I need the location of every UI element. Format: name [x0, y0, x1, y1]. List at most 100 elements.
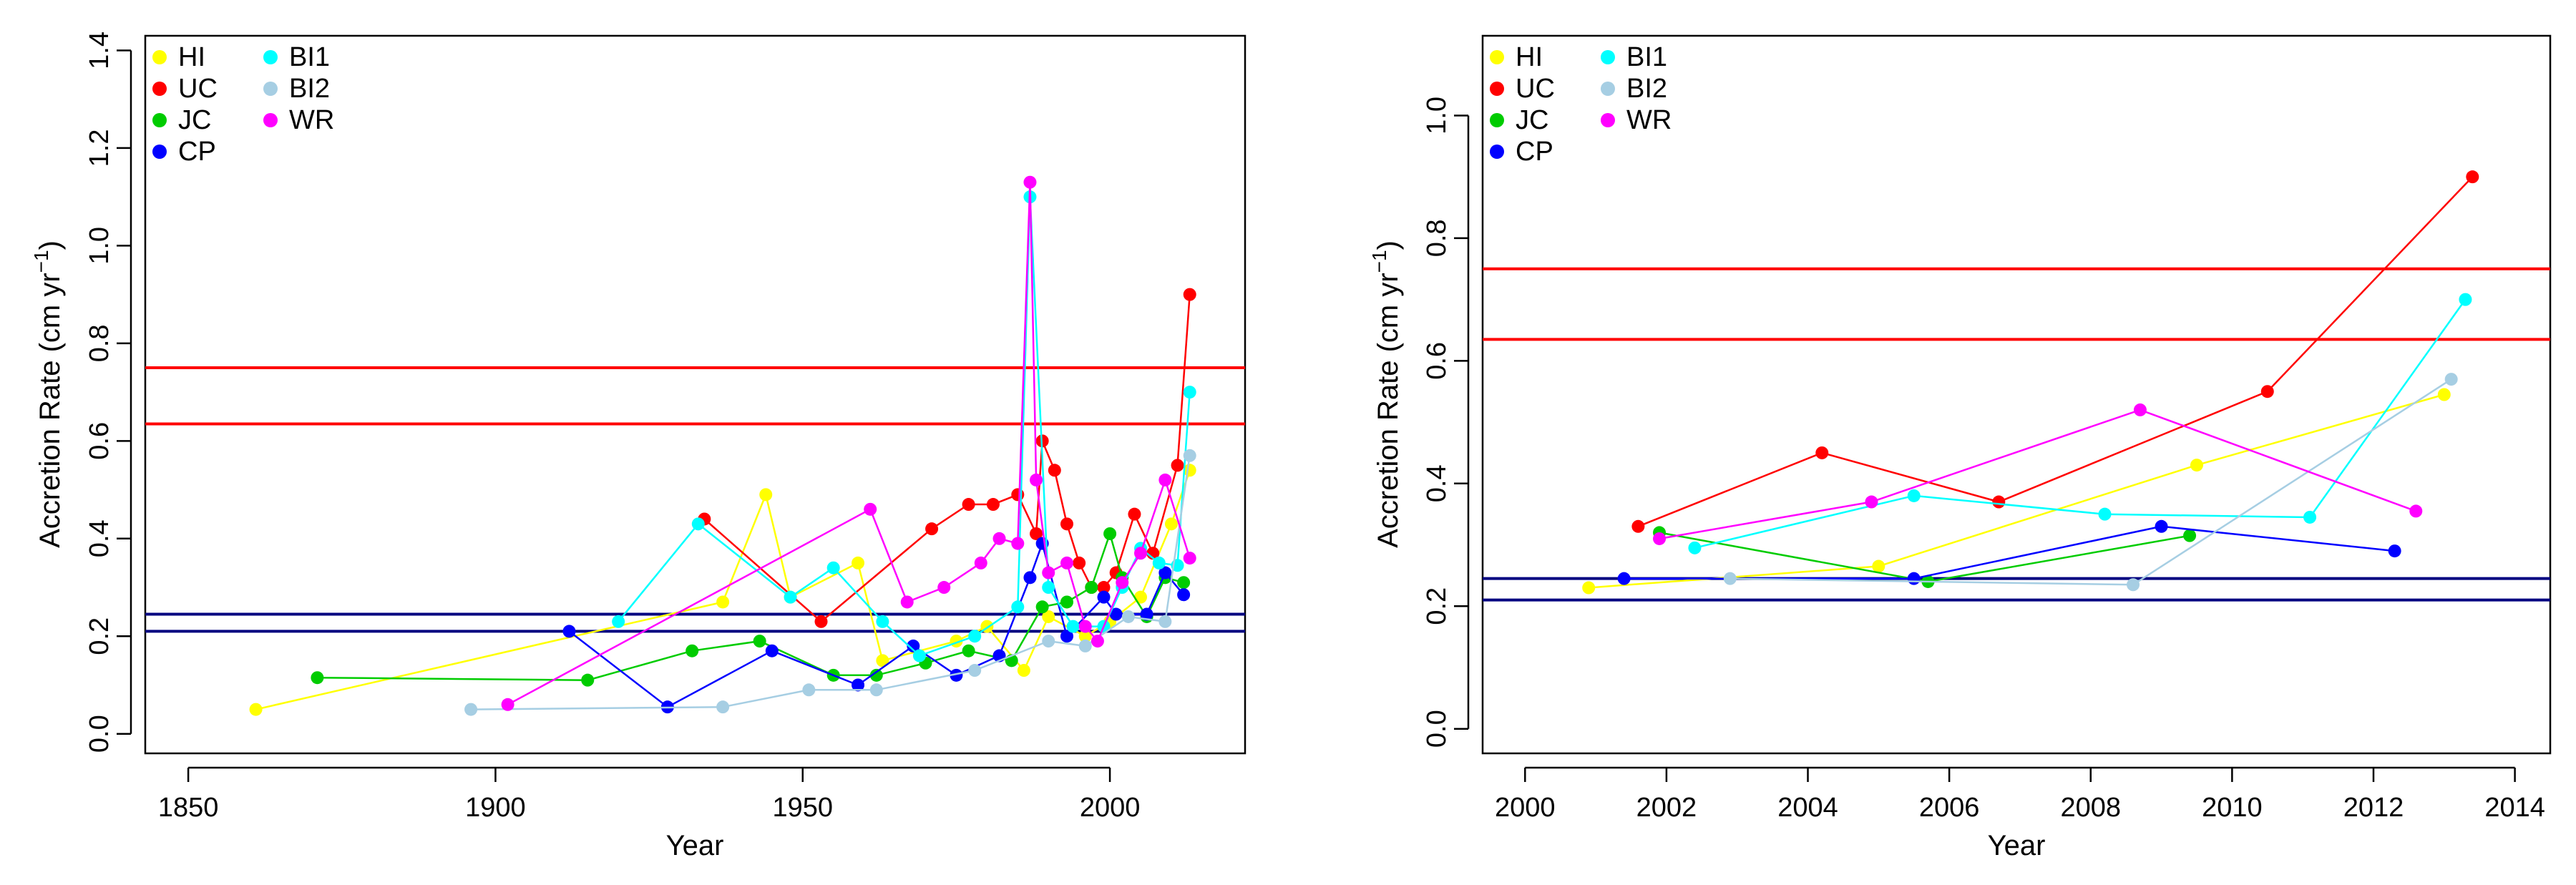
left-data-point-bi2 [716, 700, 730, 714]
right-legend-label-cp: CP [1516, 137, 1553, 167]
left-y-tick-label: 0.6 [84, 422, 114, 460]
left-data-point-jc [581, 673, 595, 687]
right-legend-item-uc: UC [1490, 74, 1555, 104]
left-data-point-wr [1023, 175, 1037, 189]
right-legend-marker-wr [1601, 113, 1615, 127]
left-data-point-bi2 [802, 683, 816, 697]
right-x-tick-label: 2010 [2202, 793, 2263, 823]
left-data-point-cp [765, 644, 779, 657]
left-data-point-wr [1183, 552, 1196, 565]
left-x-tick-label: 2000 [1080, 793, 1141, 823]
left-data-point-cp [1097, 590, 1111, 604]
left-series-bi2 [464, 449, 1196, 716]
left-data-point-hi [1134, 590, 1148, 604]
right-data-point-hi [1582, 581, 1596, 595]
left-data-point-wr [974, 556, 987, 569]
left-data-point-cp [950, 668, 963, 682]
left-data-point-bi1 [826, 561, 840, 574]
left-series-wr [501, 175, 1196, 711]
right-series [1582, 170, 2479, 595]
left-data-point-wr [1030, 473, 1043, 486]
left-data-point-bi2 [968, 664, 982, 678]
left-data-point-jc [1085, 581, 1098, 595]
right-legend-marker-hi [1490, 50, 1504, 64]
right-data-point-wr [1865, 495, 1878, 509]
left-data-point-wr [1134, 547, 1148, 560]
left-data-point-cp [562, 625, 576, 638]
left-data-point-wr [937, 581, 951, 595]
right-data-point-uc [1815, 446, 1829, 459]
right-data-point-uc [2260, 385, 2274, 399]
left-data-point-bi1 [1066, 620, 1080, 633]
right-data-point-bi1 [2303, 510, 2317, 524]
right-data-point-bi1 [1688, 541, 1702, 554]
left-data-point-wr [864, 502, 877, 516]
right-x-tick-label: 2004 [1777, 793, 1838, 823]
left-legend-item-cp: CP [152, 137, 216, 167]
right-series-line-hi [1589, 393, 2445, 589]
right-y-tick-label: 0.6 [1422, 342, 1452, 380]
left-data-point-jc [686, 644, 699, 657]
right-x-tick-label: 2014 [2484, 793, 2545, 823]
right-data-point-bi2 [2444, 373, 2458, 386]
right-legend-item-wr: WR [1601, 105, 1672, 135]
left-data-point-bi2 [1121, 610, 1135, 623]
left-data-point-cp [907, 639, 920, 652]
left-data-point-bi2 [1158, 615, 1172, 628]
left-data-point-cp [1109, 607, 1123, 621]
left-reference-lines [145, 366, 1245, 633]
left-data-point-hi [1042, 610, 1055, 623]
right-legend-marker-cp [1490, 145, 1504, 159]
left-data-point-wr [1116, 576, 1129, 590]
left-data-point-hi [1164, 517, 1178, 531]
right-legend-label-bi2: BI2 [1626, 74, 1667, 104]
left-series-cp [562, 537, 1191, 714]
left-data-point-wr [900, 595, 914, 609]
right-data-point-hi [2437, 388, 2451, 401]
left-y-axis: 0.0 0.2 0.4 0.6 0.8 1.0 1.2 1.4 [84, 31, 132, 753]
left-legend-marker-jc [152, 113, 167, 127]
right-x-tick-label: 2012 [2343, 793, 2404, 823]
left-data-point-bi2 [464, 703, 478, 716]
left-x-axis-label: Year [666, 830, 724, 861]
left-y-tick-label: 1.0 [84, 227, 114, 265]
left-data-point-bi1 [691, 517, 705, 531]
left-series-line-jc [317, 530, 1184, 681]
left-data-point-jc [1177, 576, 1191, 590]
right-data-point-bi2 [2127, 578, 2140, 592]
right-series-uc [1631, 170, 2479, 533]
left-data-point-bi1 [784, 590, 797, 604]
left-data-point-bi2 [1183, 449, 1196, 462]
left-x-tick-label: 1950 [772, 793, 833, 823]
right-data-point-wr [2409, 504, 2423, 518]
right-legend-item-jc: JC [1490, 105, 1548, 135]
left-legend-label-wr: WR [289, 105, 334, 135]
right-series-line-uc [1637, 176, 2474, 527]
left-legend-label-bi2: BI2 [289, 74, 330, 104]
right-data-point-uc [2466, 170, 2479, 184]
right-data-point-hi [1872, 559, 1885, 573]
left-data-point-bi1 [912, 649, 926, 662]
left-data-point-uc [1128, 507, 1141, 521]
right-legend-item-bi1: BI1 [1601, 42, 1667, 72]
left-data-point-wr [1042, 566, 1055, 580]
right-y-axis-label: Accretion Rate (cm yr−1) [1368, 240, 1404, 548]
left-data-point-hi [852, 556, 865, 569]
left-legend-marker-cp [152, 145, 167, 159]
left-data-point-cp [1060, 630, 1073, 643]
right-y-tick-label: 0.4 [1422, 464, 1452, 502]
right-data-point-cp [1617, 572, 1631, 585]
right-y-tick-label: 0.0 [1422, 710, 1452, 748]
left-data-point-bi2 [1042, 635, 1055, 648]
right-legend-label-uc: UC [1516, 74, 1555, 104]
left-legend-label-jc: JC [178, 105, 211, 135]
left-data-point-jc [962, 644, 975, 657]
left-series-line-bi2 [471, 455, 1191, 710]
left-data-point-bi1 [1011, 600, 1025, 614]
left-data-point-wr [1060, 556, 1073, 569]
right-legend-item-cp: CP [1490, 137, 1553, 167]
left-legend-label-bi1: BI1 [289, 42, 330, 72]
left-legend-item-jc: JC [152, 105, 211, 135]
